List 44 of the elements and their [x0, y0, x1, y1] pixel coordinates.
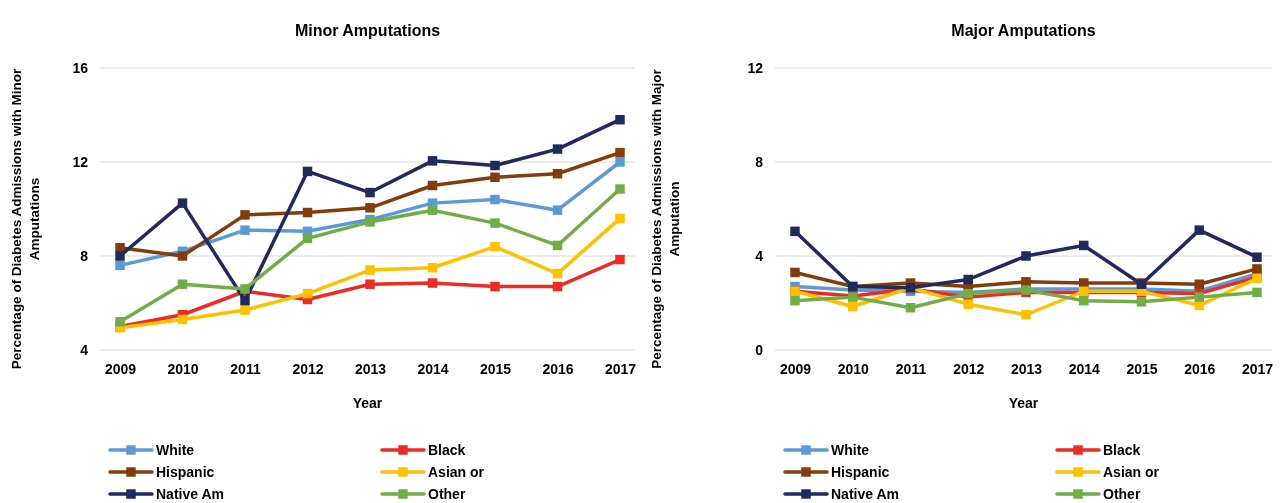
y-tick-label: 0 — [755, 341, 764, 358]
legend-label: Native Am — [831, 486, 899, 502]
y-tick-label: 8 — [80, 247, 89, 264]
x-tick-label: 2015 — [479, 360, 512, 377]
legend-label: White — [156, 442, 195, 458]
x-tick-label: 2010 — [167, 360, 199, 377]
x-axis-title: Year — [1008, 395, 1039, 411]
legend-label: Native Am — [156, 486, 224, 502]
y-tick-label: 4 — [80, 341, 89, 358]
x-tick-label: 2009 — [779, 360, 812, 377]
x-tick-label: 2013 — [354, 360, 387, 377]
x-tick-label: 2011 — [895, 360, 927, 377]
legend-label: Black — [428, 442, 466, 458]
x-tick-label: 2014 — [417, 360, 449, 377]
legend-label: Other — [428, 486, 466, 502]
legend-label: Hispanic — [831, 464, 890, 480]
x-tick-label: 2015 — [1126, 360, 1158, 377]
x-tick-label: 2013 — [1010, 360, 1043, 377]
legend-label: Asian or — [428, 464, 485, 480]
legend-label: White — [831, 442, 870, 458]
x-tick-label: 2009 — [104, 360, 137, 377]
x-tick-label: 2010 — [837, 360, 870, 377]
x-tick-label: 2014 — [1068, 360, 1101, 377]
legend-label: Black — [1103, 442, 1141, 458]
x-tick-label: 2012 — [292, 360, 324, 377]
x-tick-label: 2011 — [230, 360, 261, 377]
y-tick-label: 16 — [72, 59, 89, 76]
chart-title: Major Amputations — [951, 22, 1096, 39]
y-tick-label: 4 — [755, 247, 764, 264]
x-tick-label: 2017 — [604, 360, 637, 377]
legend-label: Other — [1103, 486, 1141, 502]
y-tick-label: 12 — [72, 153, 89, 170]
x-axis-title: Year — [352, 395, 383, 411]
legend-label: Asian or — [1103, 464, 1160, 480]
x-tick-label: 2017 — [1241, 360, 1274, 377]
y-axis-title: Percentage of Diabetes Admissions with Major Amputation — [649, 68, 682, 369]
x-tick-label: 2016 — [1184, 360, 1216, 377]
x-tick-label: 2012 — [953, 360, 985, 377]
y-tick-label: 8 — [755, 153, 764, 170]
x-tick-label: 2016 — [542, 360, 574, 377]
y-axis-title: Percentage of Diabetes Admissions with Minor Amputations — [9, 68, 42, 370]
y-tick-label: 12 — [747, 59, 764, 76]
legend-label: Hispanic — [156, 464, 215, 480]
chart-title: Minor Amputations — [294, 22, 441, 39]
